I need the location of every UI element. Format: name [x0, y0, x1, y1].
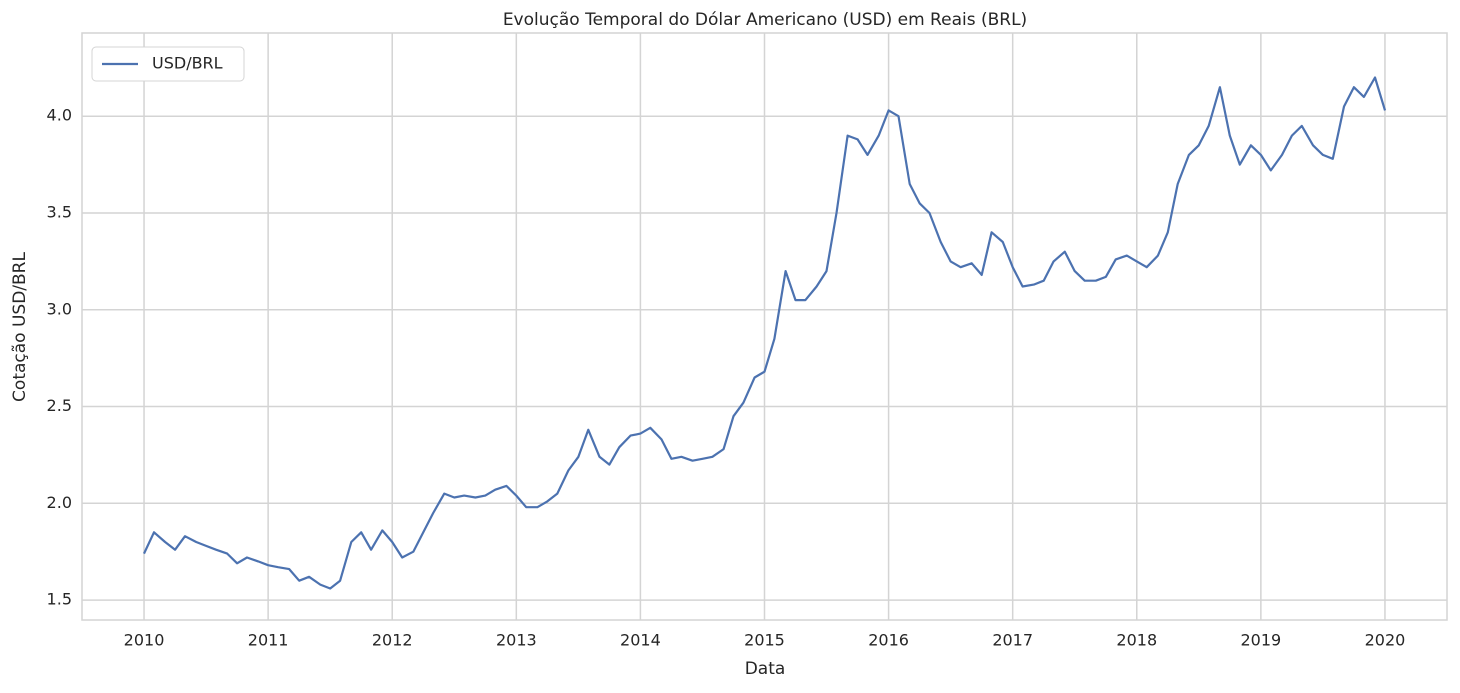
x-axis-label: Data [745, 659, 786, 679]
chart-title: Evolução Temporal do Dólar Americano (US… [503, 10, 1027, 30]
x-tick-label: 2016 [868, 631, 909, 650]
y-tick-label: 2.5 [47, 396, 72, 415]
y-axis-label: Cotação USD/BRL [10, 252, 30, 402]
legend-label: USD/BRL [152, 54, 223, 73]
x-tick-label: 2012 [372, 631, 413, 650]
legend-box [91, 46, 245, 82]
y-tick-label: 4.0 [47, 106, 72, 125]
line-series [143, 76, 1387, 590]
y-tick-label: 3.5 [47, 202, 72, 221]
y-tick-label: 1.5 [47, 590, 72, 609]
x-tick-label: 2017 [992, 631, 1033, 650]
x-tick-label: 2013 [496, 631, 537, 650]
x-tick-label: 2020 [1365, 631, 1406, 650]
x-tick-label: 2014 [620, 631, 661, 650]
x-tick-label: 2011 [248, 631, 289, 650]
x-tick-label: 2019 [1241, 631, 1282, 650]
x-tick-label: 2010 [124, 631, 165, 650]
plot-frame [81, 32, 1448, 621]
y-tick-label: 2.0 [47, 493, 72, 512]
x-tick-label: 2015 [744, 631, 785, 650]
y-tick-label: 3.0 [47, 299, 72, 318]
x-tick-label: 2018 [1116, 631, 1157, 650]
